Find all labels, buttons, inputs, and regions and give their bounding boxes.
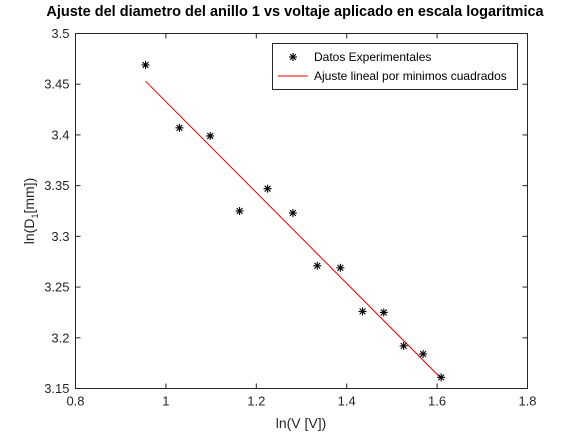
plot-area <box>75 33 528 389</box>
data-points-series <box>141 60 446 382</box>
legend-box <box>272 43 518 90</box>
x-tick-label: 1.4 <box>338 394 356 409</box>
chart-title: Ajuste del diametro del anillo 1 vs volt… <box>46 4 544 20</box>
legend-asterisk-icon <box>289 53 297 61</box>
y-tick-label: 3.35 <box>44 178 69 193</box>
data-point <box>437 373 446 382</box>
data-point <box>288 209 297 218</box>
y-tick-label: 3.45 <box>44 77 69 92</box>
y-axis-label: ln(D1[mm]) <box>21 178 40 244</box>
x-tick-label: 0.8 <box>66 394 84 409</box>
y-tick-label: 3.15 <box>44 381 69 396</box>
data-point <box>175 123 184 132</box>
data-point <box>141 60 150 69</box>
y-tick-label: 3.2 <box>51 330 69 345</box>
x-tick-label: 1.6 <box>428 394 446 409</box>
data-point <box>358 307 367 316</box>
data-point <box>313 261 322 270</box>
fit-line-series <box>145 80 442 379</box>
legend: Datos Experimentales Ajuste lineal por m… <box>272 43 518 90</box>
fit-line <box>145 80 442 379</box>
y-tick-label: 3.5 <box>51 26 69 41</box>
data-point <box>206 131 215 140</box>
x-tick-label: 1 <box>162 394 169 409</box>
y-tick-label: 3.4 <box>51 127 69 142</box>
y-tick-label: 3.3 <box>51 229 69 244</box>
data-point <box>263 184 272 193</box>
y-axis-ticks: 3.15 3.2 3.25 3.3 3.35 3.4 3.45 3.5 <box>44 26 528 396</box>
x-axis-ticks: 0.8 1 1.2 1.4 1.6 1.8 <box>66 33 537 409</box>
data-point <box>235 207 244 215</box>
legend-label-data: Datos Experimentales <box>314 50 431 64</box>
x-tick-label: 1.2 <box>247 394 265 409</box>
data-point <box>419 350 428 359</box>
y-tick-label: 3.25 <box>44 280 69 295</box>
x-axis-label: ln(V [V]) <box>276 415 327 431</box>
data-point <box>336 263 345 272</box>
data-point <box>379 308 388 317</box>
x-tick-label: 1.8 <box>518 394 536 409</box>
legend-label-fit: Ajuste lineal por minimos cuadrados <box>314 69 507 83</box>
legend-marker-asterisk <box>289 53 297 61</box>
data-point <box>399 341 408 350</box>
